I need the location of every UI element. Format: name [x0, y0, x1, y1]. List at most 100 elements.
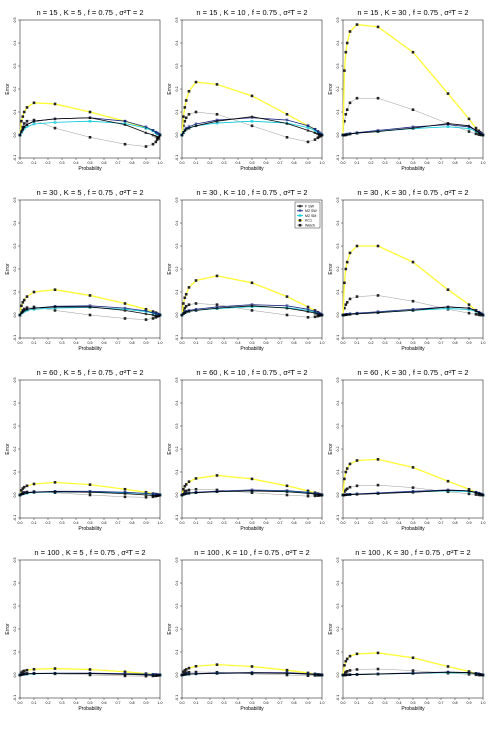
- y-tick-label: 0.1: [336, 110, 340, 115]
- y-tick-label: 0.3: [13, 604, 17, 609]
- point-welch-marker: [348, 101, 352, 105]
- point-f-sw-marker: [155, 135, 159, 139]
- x-axis-label: Probability: [240, 166, 264, 172]
- series-kc1-line: [19, 289, 161, 316]
- x-tick-label: 0.4: [236, 521, 241, 525]
- y-tick-label: 0.1: [13, 290, 17, 295]
- point-f-sw-marker: [250, 489, 254, 493]
- x-tick-label: 0.6: [264, 341, 269, 345]
- point-f-sw-marker: [151, 313, 155, 317]
- y-tick-label: -0.1: [336, 515, 340, 521]
- point-m2-sw-marker: [215, 305, 219, 309]
- plot-frame: [342, 559, 484, 699]
- point-f-sw-marker: [479, 132, 484, 136]
- point-kc1-marker: [446, 92, 450, 95]
- y-tick-label: 0.2: [336, 87, 340, 92]
- point-f-sw-marker: [345, 132, 349, 136]
- point-f-sw-marker: [123, 308, 127, 312]
- x-tick-label: 0.8: [453, 161, 458, 165]
- x-tick-label: 0.8: [130, 521, 135, 525]
- point-welch-marker: [183, 306, 187, 310]
- point-kc1-marker: [194, 80, 198, 84]
- point-welch-marker: [25, 119, 29, 123]
- point-welch-marker: [88, 136, 92, 139]
- y-tick-label: 0.1: [175, 470, 179, 475]
- y-tick-label: 0.0: [175, 313, 179, 318]
- point-m2-sw-marker: [144, 672, 148, 676]
- point-welch-marker: [348, 669, 352, 672]
- y-tick-label: 0.1: [13, 110, 17, 115]
- point-kc1-marker: [32, 101, 36, 105]
- y-tick-label: 0.0: [175, 673, 179, 678]
- y-tick-label: 0.5: [13, 198, 17, 203]
- point-kc1-marker: [22, 298, 26, 302]
- point-f-sw-marker: [22, 491, 26, 495]
- x-tick-label: 1.0: [320, 341, 325, 345]
- x-tick-label: 0.0: [341, 701, 346, 705]
- point-kc1-marker: [345, 41, 349, 45]
- point-f-sw-marker: [481, 673, 485, 677]
- point-kc1-marker: [215, 83, 219, 86]
- point-kc1-marker: [215, 274, 219, 278]
- y-tick-label: 0.4: [13, 581, 17, 586]
- point-kc1-marker: [182, 115, 185, 118]
- point-f-sw-marker: [53, 490, 57, 494]
- x-tick-label: 0.1: [32, 341, 37, 345]
- point-welch-marker: [306, 494, 310, 498]
- x-tick-label: 0.6: [425, 701, 430, 705]
- x-tick-label: 0.7: [439, 161, 444, 165]
- y-tick-label: 0.3: [336, 604, 340, 609]
- point-kc1-marker: [32, 667, 36, 671]
- panel-1: n = 15 , K = 5 , f = 0.75 , σ²T = 2-0.10…: [5, 8, 163, 172]
- point-m2-sw-marker: [88, 490, 92, 494]
- x-tick-label: 0.5: [250, 521, 255, 525]
- point-kc1-marker: [32, 290, 36, 294]
- y-axis-label: Error: [328, 443, 334, 454]
- point-welch-marker: [123, 674, 127, 678]
- panel-title: n = 100 , K = 5 , f = 0.75 , σ²T = 2: [34, 548, 145, 557]
- x-tick-label: 0.0: [18, 161, 23, 165]
- point-m2-sw-marker: [194, 122, 198, 126]
- y-tick-label: 0.0: [336, 133, 340, 138]
- point-kc1-marker: [250, 477, 254, 481]
- point-m2-sw-marker: [144, 492, 148, 496]
- point-m2-sw-marker: [306, 124, 310, 128]
- panel-8: n = 60 , K = 10 , f = 0.75 , σ²T = 2 -0.1…: [167, 368, 325, 532]
- point-kc1-marker: [477, 129, 481, 133]
- point-kc1-marker: [411, 50, 415, 54]
- x-tick-label: 0.9: [306, 521, 311, 525]
- point-kc1-marker: [376, 25, 380, 29]
- y-tick-label: 0.0: [13, 493, 17, 498]
- x-tick-label: 0.6: [425, 161, 430, 165]
- y-tick-label: 0.1: [13, 470, 17, 475]
- x-tick-label: 0.8: [292, 701, 297, 705]
- x-tick-label: 0.3: [383, 521, 388, 525]
- x-axis-label: Probability: [78, 706, 102, 712]
- y-tick-label: 0.0: [336, 493, 340, 498]
- point-f-sw-marker: [298, 204, 302, 208]
- point-m2-sw-marker: [144, 125, 148, 129]
- x-tick-label: 0.5: [250, 161, 255, 165]
- point-welch-marker: [306, 140, 310, 144]
- point-kc1-marker: [22, 110, 26, 114]
- point-f-sw-marker: [306, 672, 310, 676]
- x-tick-label: 0.0: [180, 701, 185, 705]
- y-tick-label: 0.0: [336, 673, 340, 678]
- y-axis-label: Error: [167, 623, 173, 634]
- x-tick-label: 0.4: [236, 161, 241, 165]
- x-tick-label: 0.5: [411, 161, 416, 165]
- point-f-sw-marker: [446, 305, 450, 309]
- point-m2-sw-marker: [250, 488, 254, 492]
- point-m2-sw-marker: [151, 492, 155, 496]
- y-tick-label: 0.1: [175, 650, 179, 655]
- panel-11: n = 100 , K = 10 , f = 0.75 , σ²T = 2 -0.…: [167, 548, 325, 712]
- point-kc1-marker: [343, 281, 346, 285]
- y-tick-label: 0.5: [175, 18, 179, 23]
- point-f-sw-marker: [123, 122, 127, 126]
- point-welch-marker: [21, 125, 25, 129]
- point-m2-sw-marker: [285, 489, 289, 493]
- x-tick-label: 0.3: [60, 521, 65, 525]
- y-tick-label: 0.2: [13, 447, 17, 452]
- point-kc1-marker: [348, 251, 352, 255]
